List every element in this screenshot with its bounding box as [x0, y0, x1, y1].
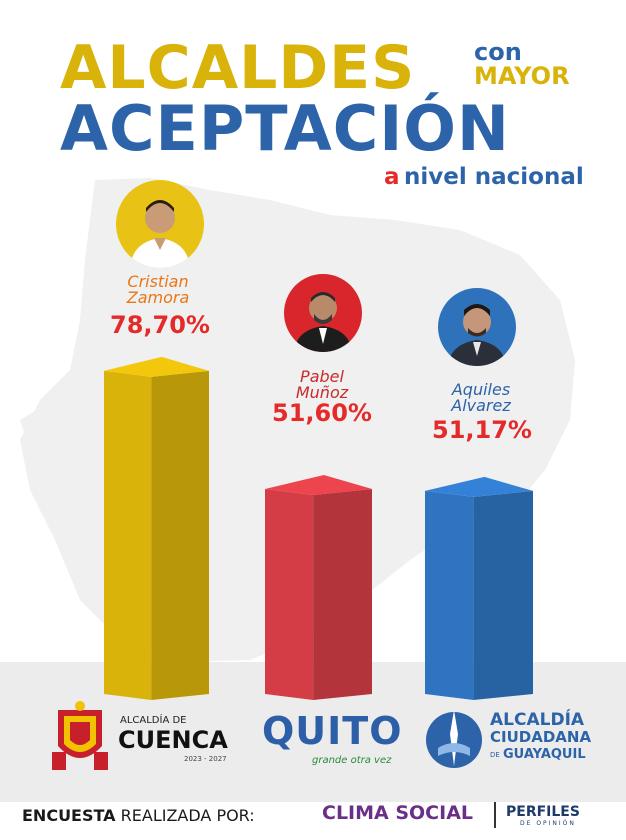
- footer-divider: [494, 802, 496, 828]
- candidate-name-zamora: Cristian Zamora: [88, 274, 228, 306]
- bar-1: [104, 356, 209, 700]
- cuenca-name: CUENCA: [118, 726, 228, 754]
- footer-bold: ENCUESTA: [22, 806, 116, 825]
- gye-line1: ALCALDÍA: [490, 710, 585, 730]
- title-line2: ACEPTACIÓN: [60, 92, 510, 165]
- avatar-cristian-zamora: [116, 180, 204, 268]
- guayaquil-emblem-icon: [426, 710, 482, 768]
- bar-face-right: [313, 489, 372, 700]
- bar-2: [265, 475, 372, 700]
- candidate-last-name: Zamora: [126, 288, 190, 307]
- avatar-aquiles-alvarez: [438, 288, 516, 366]
- candidate-first-name: Pabel: [300, 367, 344, 386]
- cuenca-prefix: ALCALDÍA DE: [120, 715, 187, 726]
- candidate-first-name: Cristian: [127, 272, 189, 291]
- title-con: con: [474, 38, 522, 66]
- bar-face-top: [425, 476, 533, 497]
- title-a: a: [384, 164, 400, 190]
- candidate-name-alvarez: Aquiles Alvarez: [411, 382, 551, 414]
- gye-line3-prefix: DE: [490, 751, 500, 759]
- candidate-last-name: Muñoz: [295, 383, 349, 402]
- bar-face-right: [473, 490, 533, 700]
- candidate-first-name: Aquiles: [451, 380, 511, 399]
- gye-line2: CIUDADANA: [490, 728, 592, 746]
- candidate-last-name: Alvarez: [451, 396, 511, 415]
- cuenca-coat-of-arms-icon: [52, 701, 108, 770]
- candidate-percent-alvarez: 51,17%: [432, 416, 532, 444]
- title-line1: ALCALDES: [60, 33, 416, 103]
- avatar-pabel-munoz: [284, 274, 362, 352]
- footer-rest: REALIZADA POR:: [120, 806, 255, 825]
- bar-3: [425, 476, 533, 700]
- perfiles-sub: DE OPINIÓN: [520, 820, 576, 827]
- cuenca-years: 2023 - 2027: [184, 755, 227, 763]
- person-photo-icon: [130, 200, 190, 268]
- title-nivel: nivel nacional: [404, 164, 584, 190]
- bar-face-top: [265, 475, 372, 496]
- candidate-percent-munoz: 51,60%: [272, 399, 372, 427]
- footer: [0, 802, 626, 840]
- candidate-percent-zamora: 78,70%: [110, 311, 210, 339]
- perfiles-logo: PERFILES: [506, 804, 580, 820]
- bar-face-left: [265, 489, 314, 700]
- bar-face-top: [104, 356, 209, 377]
- gye-line3: GUAYAQUIL: [503, 747, 586, 762]
- title-mayor: MAYOR: [474, 62, 570, 90]
- footer-credit: ENCUESTA REALIZADA POR:: [22, 806, 255, 825]
- bar-face-right: [151, 370, 209, 700]
- person-photo-icon: [294, 292, 352, 352]
- person-photo-icon: [448, 304, 506, 366]
- bar-face-left: [104, 370, 152, 700]
- clima-social-logo: CLIMA SOCIAL: [322, 802, 474, 824]
- candidate-name-munoz: Pabel Muñoz: [252, 369, 392, 401]
- bar-face-left: [425, 490, 474, 700]
- quito-slogan: grande otra vez: [312, 755, 392, 766]
- quito-logo: QUITO: [262, 709, 403, 753]
